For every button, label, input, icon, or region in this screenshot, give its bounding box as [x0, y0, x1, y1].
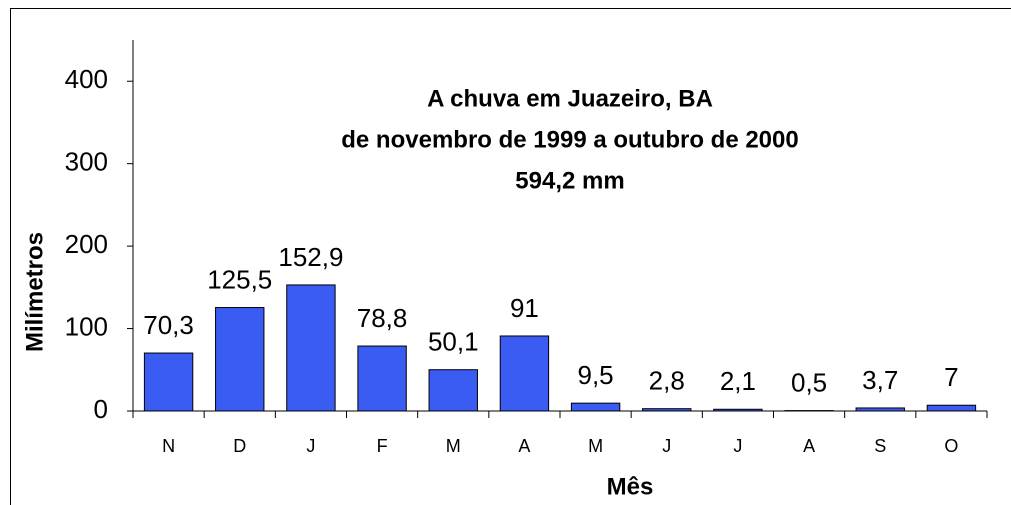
y-tick-label: 300 [65, 147, 108, 177]
value-label: 0,5 [791, 367, 827, 397]
bar [357, 345, 407, 412]
value-label: 2,1 [720, 366, 756, 396]
x-tick-label: F [377, 436, 388, 456]
x-tick-label: J [662, 436, 671, 456]
y-tick-label: 400 [65, 64, 108, 94]
value-label: 9,5 [578, 360, 614, 390]
y-tick-label: 200 [65, 229, 108, 259]
x-tick-label: M [588, 436, 603, 456]
y-tick-label: 0 [94, 394, 108, 424]
bar [428, 369, 478, 412]
chart-title: A chuva em Juazeiro, BA [427, 85, 713, 112]
x-tick-label: N [162, 436, 175, 456]
x-tick-label: D [233, 436, 246, 456]
bar [143, 352, 194, 412]
value-label: 7 [944, 362, 958, 392]
annotation: 594,2 mm [515, 167, 624, 194]
value-label: 70,3 [143, 310, 194, 340]
bar [570, 402, 621, 412]
x-tick-label: J [733, 436, 742, 456]
bar [215, 307, 265, 412]
x-axis-title: Mês [607, 473, 654, 500]
x-tick-label: S [874, 436, 886, 456]
value-label: 91 [510, 293, 539, 323]
chart-subtitle: de novembro de 1999 a outubro de 2000 [341, 126, 798, 153]
x-tick-label: A [518, 436, 530, 456]
bar [499, 335, 550, 412]
value-label: 50,1 [428, 327, 479, 357]
value-label: 2,8 [649, 366, 685, 396]
value-label: 78,8 [357, 303, 408, 333]
x-tick-label: A [803, 436, 815, 456]
bar [286, 284, 336, 412]
x-tick-label: J [306, 436, 315, 456]
y-axis-title: Milímetros [21, 232, 48, 352]
value-label: 3,7 [862, 365, 898, 395]
x-tick-label: M [446, 436, 461, 456]
x-tick-label: O [944, 436, 958, 456]
value-label: 125,5 [207, 264, 272, 294]
value-label: 152,9 [278, 242, 343, 272]
bar [926, 404, 977, 412]
y-tick-label: 100 [65, 311, 108, 341]
